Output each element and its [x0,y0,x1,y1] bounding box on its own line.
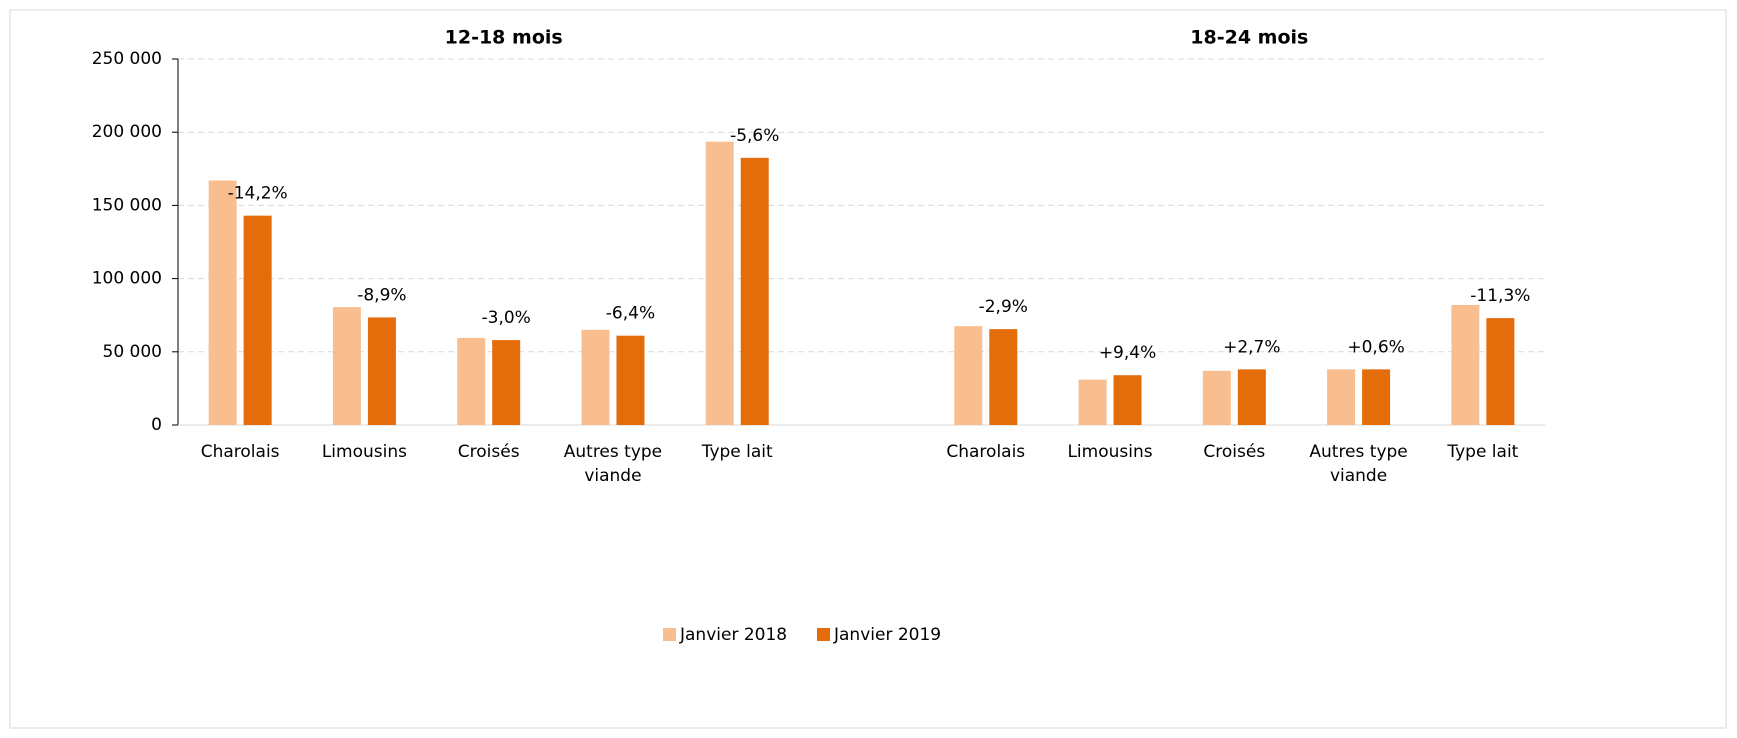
y-tick-label: 150 000 [92,195,162,215]
annotation: +9,4% [1099,343,1156,363]
bar [367,317,396,425]
annotation: -11,3% [1470,286,1530,306]
legend-swatch [663,628,676,641]
bar [457,337,486,425]
y-tick-label: 50 000 [103,342,162,362]
y-tick-label: 0 [151,415,162,435]
bar [1113,375,1142,425]
legend-label: Janvier 2018 [679,625,787,645]
bar [1078,379,1107,425]
bar [740,157,769,425]
annotation: +0,6% [1347,337,1404,357]
x-tick-label: Croisés [1203,442,1266,462]
x-tick-label: Type lait [1447,442,1519,462]
x-tick-label: Autres type viande [563,442,663,486]
y-tick-label: 250 000 [92,49,162,69]
bar [1202,370,1231,425]
annotation: -14,2% [228,184,288,204]
group-title: 12-18 mois [445,27,563,49]
annotation: -6,4% [606,304,655,324]
bar [1362,369,1391,425]
bar [1327,369,1356,425]
x-tick-label: Limousins [1067,442,1153,462]
bar [989,329,1018,425]
annotation: -2,9% [979,297,1028,317]
bar [954,326,983,425]
legend-swatch [817,628,830,641]
bar [332,307,361,425]
bar [492,340,521,425]
group-title: 18-24 mois [1190,27,1308,49]
x-tick-label: Type lait [701,442,773,462]
y-tick-label: 200 000 [92,122,162,142]
bar [1237,369,1266,425]
bar [616,335,645,425]
y-tick-label: 100 000 [92,269,162,289]
bar [1486,318,1515,425]
bar [243,215,272,425]
legend-label: Janvier 2019 [833,625,941,645]
chart-border [9,9,1727,729]
x-tick-label: Autres type viande [1309,442,1408,486]
x-tick-label: Limousins [321,442,407,462]
annotation: -3,0% [482,308,531,328]
annotation: +2,7% [1223,337,1280,357]
bar [1451,304,1480,425]
bar [208,180,237,425]
x-tick-label: Croisés [457,442,520,462]
x-tick-label: Charolais [200,442,280,462]
annotation: -8,9% [357,285,406,305]
bar [705,141,734,425]
x-tick-label: Charolais [946,442,1026,462]
bar [581,329,610,425]
annotation: -5,6% [730,126,779,146]
